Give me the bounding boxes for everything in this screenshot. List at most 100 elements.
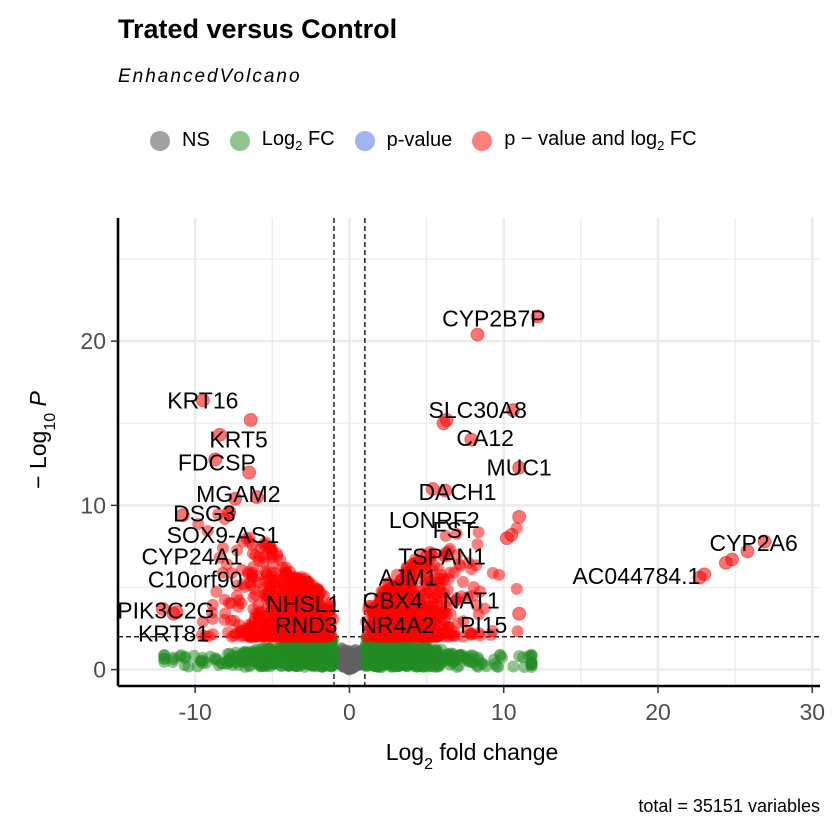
fc-p-point — [206, 612, 219, 625]
fc-point — [320, 641, 333, 654]
fc-p-point — [257, 556, 270, 569]
y-tick-label: 20 — [80, 328, 106, 354]
fc-p-point — [433, 628, 446, 641]
fc-p-point — [467, 581, 480, 594]
fc-p-point — [231, 544, 244, 557]
highlight-point — [212, 427, 227, 442]
fc-p-point — [471, 538, 484, 551]
legend-item-log2fc: Log2 FC — [229, 128, 335, 153]
fc-p-point — [493, 568, 506, 581]
fc-p-point — [262, 618, 275, 631]
fc-p-point — [216, 542, 229, 555]
fc-p-point — [212, 508, 225, 521]
fc-p-point — [453, 558, 466, 571]
chart-subtitle: EnhancedVolcano — [118, 66, 302, 87]
fc-point — [490, 660, 503, 673]
fc-p-point — [192, 518, 205, 531]
highlight-point — [228, 491, 243, 506]
fc-p-point — [314, 587, 327, 600]
fc-p-point — [267, 589, 280, 602]
gene-label: DACH1 — [418, 479, 496, 505]
fc-p-point — [437, 572, 450, 585]
fc-point — [224, 655, 237, 668]
fc-p-point — [232, 600, 245, 613]
fc-point — [397, 652, 410, 665]
x-tick-label: 10 — [491, 699, 517, 725]
fc-point — [518, 661, 531, 674]
x-tick-label: -10 — [179, 699, 212, 725]
fc-p-point — [270, 547, 283, 560]
fc-p-point — [511, 625, 524, 638]
fc-p-point — [472, 526, 485, 539]
legend-item-pvalue: p-value — [354, 129, 452, 152]
fc-p-point — [456, 575, 469, 588]
gene-label: KRT5 — [209, 427, 267, 453]
gene-label: CYP2A6 — [710, 530, 798, 556]
fc-p-point — [440, 607, 453, 620]
gene-label: DSG3 — [173, 501, 236, 527]
highlight-point — [692, 570, 707, 585]
highlight-point — [757, 534, 772, 549]
fc-p-point — [225, 630, 238, 643]
gene-label: PI15 — [460, 612, 507, 638]
gene-label: AC044784.1 — [572, 563, 700, 589]
fc-p-point — [287, 629, 300, 642]
fc-p-point — [439, 529, 452, 542]
ns-point — [337, 660, 350, 673]
gene-label: SOX9-AS1 — [167, 522, 280, 548]
legend-item-pvalue-fc: p − value and log2 FC — [472, 128, 697, 153]
gene-label: PIK3C2G — [117, 597, 214, 623]
highlight-point — [740, 544, 755, 559]
fc-p-point — [201, 525, 214, 538]
highlight-point — [512, 509, 527, 524]
ns-point — [338, 652, 351, 665]
legend-label-ns: NS — [182, 129, 210, 151]
x-tick-label: 0 — [343, 699, 356, 725]
highlight-point — [175, 508, 190, 523]
fc-point — [281, 655, 294, 668]
highlight-point — [249, 490, 264, 505]
fc-p-point — [391, 579, 404, 592]
fc-p-point — [427, 613, 440, 626]
highlighted-points — [155, 309, 772, 621]
gene-label: NHSL1 — [266, 591, 340, 617]
fc-p-point — [267, 574, 280, 587]
fc-p-point — [510, 582, 523, 595]
fc-p-point — [327, 613, 340, 626]
fc-p-point — [196, 615, 209, 628]
gene-label: TSPAN1 — [398, 543, 486, 569]
gene-label: CYP24A1 — [142, 543, 243, 569]
fc-point — [507, 660, 520, 673]
highlight-point — [242, 465, 257, 480]
fc-p-point — [309, 606, 322, 619]
fc-p-point — [451, 548, 464, 561]
fc-p-point — [404, 618, 417, 631]
highlight-point — [512, 606, 527, 621]
fc-p-point — [416, 599, 429, 612]
fc-p-point — [298, 621, 311, 634]
fc-point — [258, 659, 271, 672]
gene-label: RND3 — [275, 612, 338, 638]
fc-p-point — [428, 559, 441, 572]
gene-label: MGAM2 — [196, 481, 280, 507]
fc-point — [465, 649, 478, 662]
highlight-point — [155, 601, 170, 616]
x-axis-title: Log2 fold change — [386, 739, 559, 773]
fc-p-point — [457, 615, 470, 628]
highlight-point — [438, 483, 453, 498]
fc-p-point — [457, 630, 470, 643]
gene-label: AJM1 — [379, 565, 438, 591]
fc-p-point — [246, 630, 259, 643]
fc-p-point — [473, 627, 486, 640]
gene-label: NAT1 — [443, 588, 500, 614]
fc-p-point — [390, 568, 403, 581]
fc-p-point — [210, 585, 223, 598]
fc-p-point — [271, 599, 284, 612]
legend-item-ns: NS — [150, 129, 210, 152]
fc-p-point — [374, 601, 387, 614]
fc-p-point — [440, 595, 453, 608]
fc-p-point — [484, 628, 497, 641]
fc-p-point — [404, 594, 417, 607]
legend-label-pvalue-fc: p − value and log2 FC — [504, 128, 697, 153]
fc-point — [454, 648, 467, 661]
